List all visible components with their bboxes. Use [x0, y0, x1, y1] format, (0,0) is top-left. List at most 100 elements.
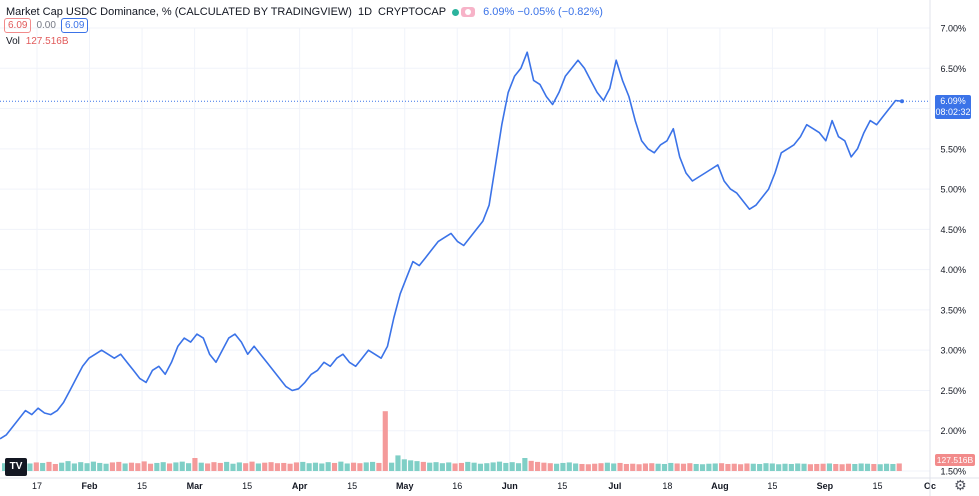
- volume-bar: [845, 463, 852, 471]
- volume-bar: [534, 461, 541, 471]
- x-tick-label: Aug: [711, 481, 729, 491]
- source-label: CRYPTOCAP: [378, 6, 447, 18]
- volume-bar: [864, 463, 871, 471]
- volume-bar: [84, 463, 90, 471]
- volume-bar: [420, 461, 426, 471]
- volume-bar: [617, 462, 623, 471]
- volume-bar: [668, 462, 674, 471]
- volume-bar: [877, 464, 883, 471]
- volume-bar: [160, 462, 166, 471]
- price-line: [0, 51, 903, 440]
- volume-bar: [515, 463, 522, 471]
- x-tick-label: 18: [662, 481, 672, 491]
- volume-bar: [598, 463, 604, 471]
- volume-bar: [623, 463, 629, 471]
- last-price-point: [900, 99, 904, 104]
- visibility-toggle-icon[interactable]: [461, 7, 476, 17]
- volume-tag: 127.516B: [935, 454, 975, 466]
- volume-bar: [363, 462, 369, 471]
- volume-bar: [592, 463, 598, 471]
- value-row: 6.09 0.00 6.09: [4, 18, 93, 33]
- volume-bar: [661, 463, 668, 471]
- volume-bar: [718, 463, 725, 471]
- interval-label[interactable]: 1D: [357, 6, 373, 18]
- volume-bar: [680, 463, 687, 471]
- volume-bar: [630, 463, 636, 471]
- y-tick-label: 3.00%: [940, 346, 966, 356]
- y-tick-label: 4.00%: [940, 265, 966, 275]
- volume-bar: [814, 463, 820, 471]
- price-tag-value: 6.09%: [940, 96, 966, 106]
- volume-bar: [281, 462, 287, 471]
- volume-bar: [274, 463, 280, 471]
- volume-bar: [674, 463, 680, 471]
- volume-bar: [71, 463, 77, 471]
- volume-bar: [154, 462, 160, 471]
- volume-bar: [890, 463, 896, 471]
- volume-bar: [699, 464, 706, 471]
- volume-bar: [738, 464, 744, 471]
- chart-header: Market Cap USDC Dominance, % (CALCULATED…: [6, 4, 609, 20]
- volume-bar: [319, 463, 325, 471]
- volume-bar: [331, 462, 338, 471]
- volume-bar: [128, 462, 135, 471]
- volume-bar: [465, 461, 471, 471]
- gear-icon[interactable]: ⚙: [954, 477, 967, 493]
- vol-label: Vol: [6, 36, 20, 47]
- volume-bar: [414, 461, 420, 471]
- volume-bar: [883, 463, 890, 471]
- volume-bar: [763, 463, 769, 471]
- volume-bar: [255, 463, 261, 471]
- volume-bar: [427, 462, 433, 471]
- y-tick-label: 2.50%: [940, 386, 966, 396]
- volume-bar: [166, 463, 173, 471]
- volume-bar: [788, 463, 794, 471]
- volume-bar: [224, 461, 230, 471]
- volume-bar: [312, 462, 319, 471]
- volume-bar: [350, 462, 357, 471]
- volume-bar: [173, 462, 179, 471]
- volume-bar: [496, 461, 503, 471]
- volume-bar: [59, 462, 65, 471]
- volume-bar: [205, 463, 211, 471]
- x-tick-label: 15: [872, 481, 882, 491]
- volume-bar: [490, 462, 496, 471]
- x-tick-label: 15: [242, 481, 252, 491]
- x-tick-label: 16: [452, 481, 462, 491]
- x-tick-label: 17: [32, 481, 42, 491]
- volume-bar: [306, 463, 312, 471]
- volume-bar: [97, 462, 103, 471]
- volume-bar: [262, 462, 268, 471]
- volume-bar: [192, 458, 198, 471]
- volume-bar: [541, 462, 547, 471]
- volume-bar: [636, 464, 642, 471]
- volume-bar: [268, 462, 274, 471]
- volume-bar: [389, 462, 395, 471]
- volume-bar: [725, 463, 731, 471]
- close-value-box: 6.09: [60, 18, 89, 33]
- volume-bar: [198, 462, 204, 471]
- volume-bar: [826, 463, 833, 471]
- y-tick-label: 7.00%: [940, 24, 966, 34]
- volume-bar: [801, 463, 807, 471]
- volume-bar: [871, 463, 877, 471]
- tradingview-logo-icon[interactable]: TV: [5, 458, 27, 476]
- volume-bar: [33, 462, 39, 471]
- volume-bar: [27, 463, 33, 471]
- volume-bar: [90, 461, 96, 471]
- volume-bar: [522, 458, 528, 471]
- y-tick-label: 5.00%: [940, 185, 966, 195]
- volume-bar: [287, 463, 293, 471]
- volume-bar: [395, 455, 401, 471]
- volume-bar: [573, 463, 579, 471]
- volume-bar: [509, 462, 515, 471]
- volume-bar: [236, 462, 242, 471]
- symbol-title[interactable]: Market Cap USDC Dominance, % (CALCULATED…: [6, 6, 352, 18]
- volume-bar: [141, 461, 147, 471]
- volume-bar: [458, 462, 464, 471]
- volume-bar: [744, 463, 750, 471]
- volume-bar: [471, 462, 477, 471]
- volume-bar: [477, 463, 484, 471]
- volume-bar: [528, 460, 534, 471]
